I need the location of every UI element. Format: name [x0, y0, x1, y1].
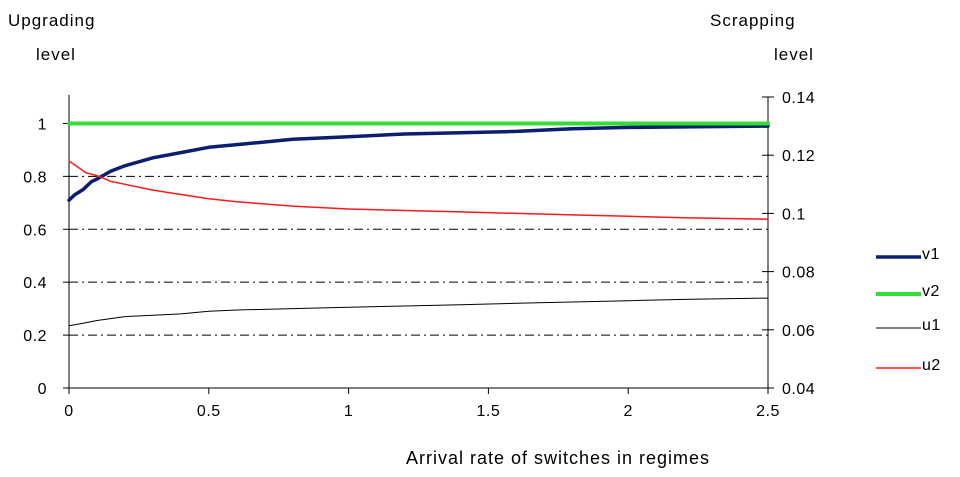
axes	[63, 95, 774, 394]
x-tick-label-2: 1	[344, 403, 353, 420]
left-tick-label-4: 0.8	[23, 169, 47, 186]
legend-label-v2: v2	[922, 283, 940, 300]
left-tick-label-2: 0.4	[23, 275, 47, 292]
series-line-v1	[67, 124, 770, 202]
x-tick-label-0: 0	[64, 403, 73, 420]
right-tick-label-4: 0.12	[782, 148, 815, 165]
x-tick-label-3: 1.5	[477, 403, 501, 420]
left-tick-label-5: 1	[38, 116, 47, 133]
legend-label-v1: v1	[922, 246, 940, 263]
right-tick-label-0: 0.04	[782, 381, 815, 398]
right-tick-label-3: 0.1	[782, 206, 806, 223]
legend-label-u1: u1	[922, 317, 941, 334]
right-tick-label-5: 0.14	[782, 90, 815, 107]
right-tick-label-2: 0.08	[782, 265, 815, 282]
right-axis-title-line-2: level	[774, 45, 814, 64]
gridlines	[69, 175, 768, 336]
right-tick-label-1: 0.06	[782, 323, 815, 340]
series-lines	[67, 121, 770, 327]
legend-label-u2: u2	[922, 357, 941, 374]
tick-labels: 0 0.2 0.4 0.6 0.8 1 0.04 0.06 0.08 0.1 0.12 0.14 0 0.…	[23, 90, 815, 420]
left-tick-label-1: 0.2	[23, 328, 47, 345]
x-tick-label-1: 0.5	[197, 403, 221, 420]
series-line-u1	[68, 297, 769, 327]
left-axis-title-line-1: Upgrading	[8, 11, 95, 30]
x-tick-label-4: 2	[623, 403, 632, 420]
series-line-u2	[68, 160, 769, 220]
left-tick-label-3: 0.6	[23, 222, 47, 239]
x-tick-label-5: 2.5	[756, 403, 780, 420]
left-tick-label-0: 0	[38, 381, 47, 398]
right-axis-title-line-1: Scrapping	[710, 11, 796, 30]
legend: v1 v2 u1 u2	[876, 246, 941, 374]
left-axis-title-line-2: level	[36, 45, 76, 64]
x-axis-title: Arrival rate of switches in regimes	[406, 448, 710, 468]
